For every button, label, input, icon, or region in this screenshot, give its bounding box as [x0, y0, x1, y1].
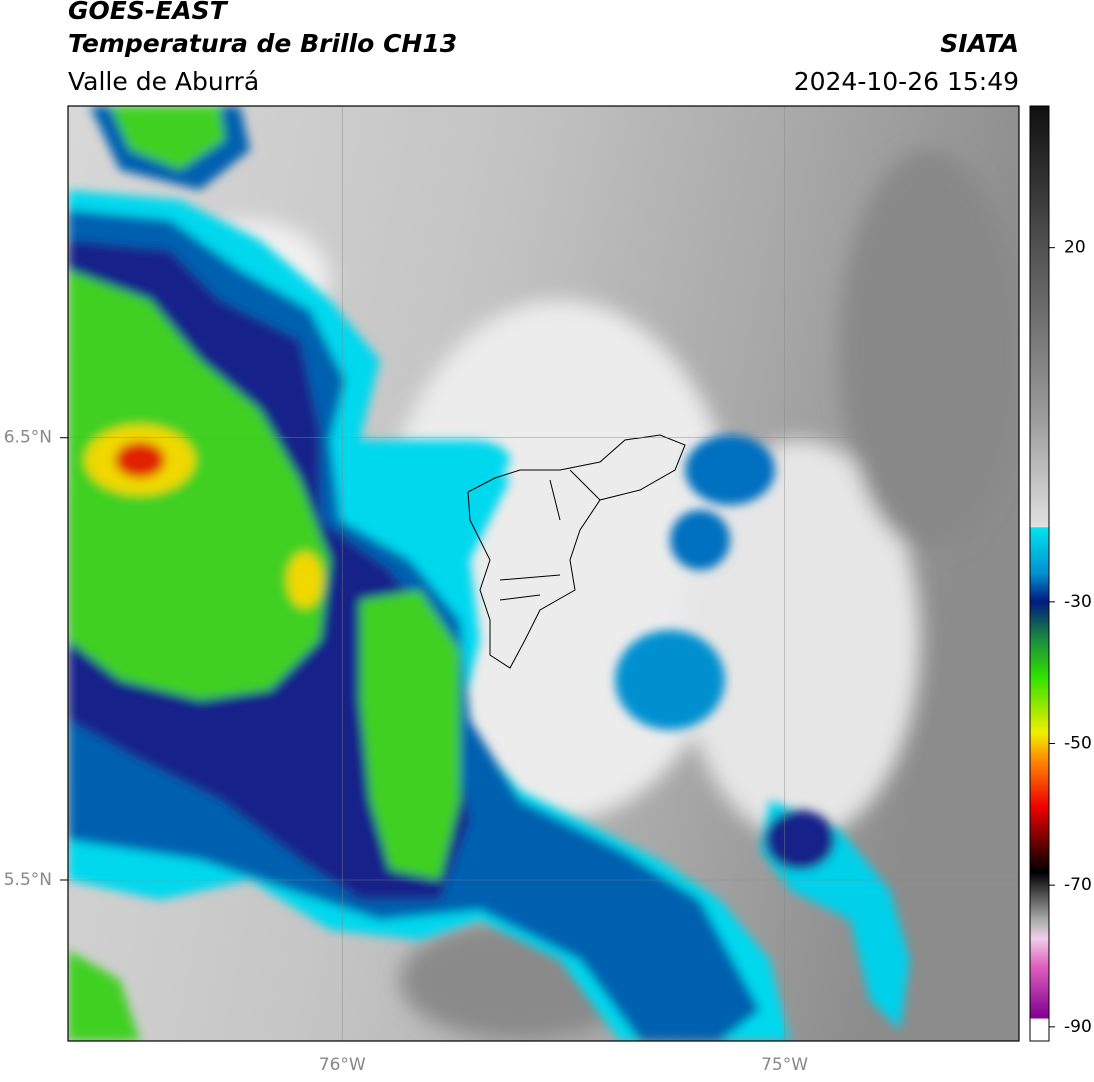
municipal-boundaries: [467, 434, 686, 669]
y-tick-label: 6.5°N: [4, 428, 52, 448]
x-tick-label: 76°W: [319, 1055, 366, 1075]
colorbar-tick-label: -50: [1064, 734, 1092, 754]
source: SIATA: [940, 29, 1019, 58]
region: Valle de Aburrá: [68, 67, 259, 96]
colorbar-tick-label: 20: [1064, 238, 1086, 258]
map-frame: [67, 105, 1020, 1042]
title: GOES-EAST: [68, 0, 229, 25]
x-tick-label: 75°W: [761, 1055, 808, 1075]
colorbar: [1029, 105, 1050, 1042]
satellite-image: [68, 106, 1019, 1041]
datetime: 2024-10-26 15:49: [794, 67, 1019, 96]
y-tick-label: 5.5°N: [4, 870, 52, 890]
colorbar-tick-label: -90: [1064, 1017, 1092, 1037]
colorbar-tick-label: -70: [1064, 875, 1092, 895]
colorbar-tick-label: -30: [1064, 592, 1092, 612]
subtitle: Temperatura de Brillo CH13: [68, 29, 457, 58]
